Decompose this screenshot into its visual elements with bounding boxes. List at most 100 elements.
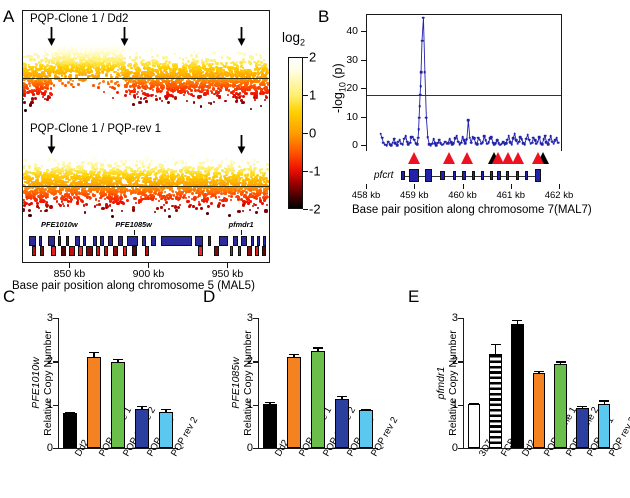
scatter-point [178, 203, 181, 206]
scatter-point [144, 80, 148, 84]
pfcrt-exon [497, 171, 501, 180]
scatter-point [235, 92, 239, 96]
scatter-point [97, 86, 100, 90]
scatter-point [70, 83, 74, 87]
scatter-point [96, 74, 100, 78]
scatter-point [215, 61, 219, 65]
scatter-point [171, 158, 175, 161]
scatter-point [35, 67, 39, 72]
scatter-point [239, 192, 244, 196]
scatter-point [77, 39, 81, 43]
scatter-point [23, 71, 26, 75]
data-point [404, 134, 407, 138]
scatter-point [149, 196, 153, 200]
scatter-point [29, 68, 33, 72]
scatter-point [80, 41, 83, 45]
scatter-point [29, 79, 33, 83]
scatter-point [179, 83, 183, 87]
scatter-point [243, 201, 247, 205]
data-point [487, 141, 490, 144]
scatter-point [59, 189, 62, 192]
scatter-point [203, 81, 208, 85]
scatter-point [240, 176, 244, 180]
scatter-point [201, 161, 205, 165]
y-axis-tick-label: 0 [352, 139, 358, 152]
scatter-point [24, 68, 28, 72]
pfcrt-exon [424, 169, 433, 182]
data-point [419, 70, 423, 74]
scatter-point [100, 61, 104, 66]
y-axis-tick [253, 448, 258, 450]
scatter-point [245, 81, 249, 85]
scatter-point [28, 172, 31, 175]
scatter-point [119, 54, 123, 58]
scatter-point [93, 38, 97, 41]
scatter-point [44, 57, 48, 61]
scatter-point [27, 90, 31, 94]
scatter-point [242, 101, 246, 105]
scatter-point [53, 56, 57, 60]
scatter-point [246, 70, 251, 75]
scatter-point [222, 204, 225, 207]
scatter-point [76, 201, 79, 204]
scatter-point [224, 72, 228, 76]
scatter-point [215, 89, 218, 92]
scatter-point [107, 81, 110, 84]
scatter-point [138, 81, 142, 86]
scatter-point [132, 84, 136, 88]
scatter-point [55, 56, 60, 60]
scatter-point [224, 84, 228, 88]
scatter-point [136, 169, 139, 173]
scatter-point [107, 163, 111, 168]
scatter-point [72, 45, 75, 48]
scatter-point [58, 44, 61, 48]
gene-name-label: PFE1010w [41, 220, 78, 229]
scatter-point [263, 198, 266, 202]
scatter-point [52, 65, 56, 70]
scatter-point [155, 84, 159, 88]
scatter-point [59, 171, 63, 175]
scatter-point [205, 85, 209, 88]
pfcrt-exon [462, 171, 466, 180]
scatter-point [100, 167, 104, 171]
scatter-point [207, 80, 211, 84]
scatter-point [239, 82, 243, 85]
scatter-point [120, 60, 123, 64]
scatter-point [98, 81, 101, 84]
scatter-point [32, 89, 36, 93]
scatter-point [244, 83, 248, 88]
scatter-point [215, 68, 219, 72]
scatter-point [120, 68, 124, 72]
scatter-point [221, 74, 225, 77]
scatter-point [178, 84, 181, 87]
scatter-point [28, 84, 31, 87]
panel-b-plot [366, 14, 562, 151]
scatter-point [265, 71, 268, 74]
scatter-point [158, 97, 162, 100]
scatter-point [177, 191, 180, 194]
scatter-point [205, 89, 210, 93]
scatter-point [160, 84, 164, 88]
scatter-point [109, 170, 113, 175]
scatter-point [219, 61, 224, 66]
scatter-point [59, 168, 63, 173]
scatter-point [255, 62, 259, 65]
data-point [540, 143, 544, 146]
scatter-point [257, 74, 260, 77]
scatter-point [23, 66, 26, 71]
scatter-point [157, 66, 160, 70]
scatter-point [38, 68, 42, 72]
scatter-point [59, 48, 63, 52]
scatter-point [32, 74, 35, 77]
scatter-point [177, 86, 180, 89]
scatter-point [111, 64, 115, 69]
scatter-point [133, 72, 137, 76]
scatter-point [87, 71, 91, 75]
scatter-point [260, 81, 263, 84]
scatter-point [171, 73, 175, 77]
scatter-point [134, 67, 138, 71]
scatter-point [161, 65, 165, 68]
colorbar-title-text: log [282, 30, 301, 45]
scatter-point [46, 87, 50, 91]
scatter-point [76, 63, 79, 66]
